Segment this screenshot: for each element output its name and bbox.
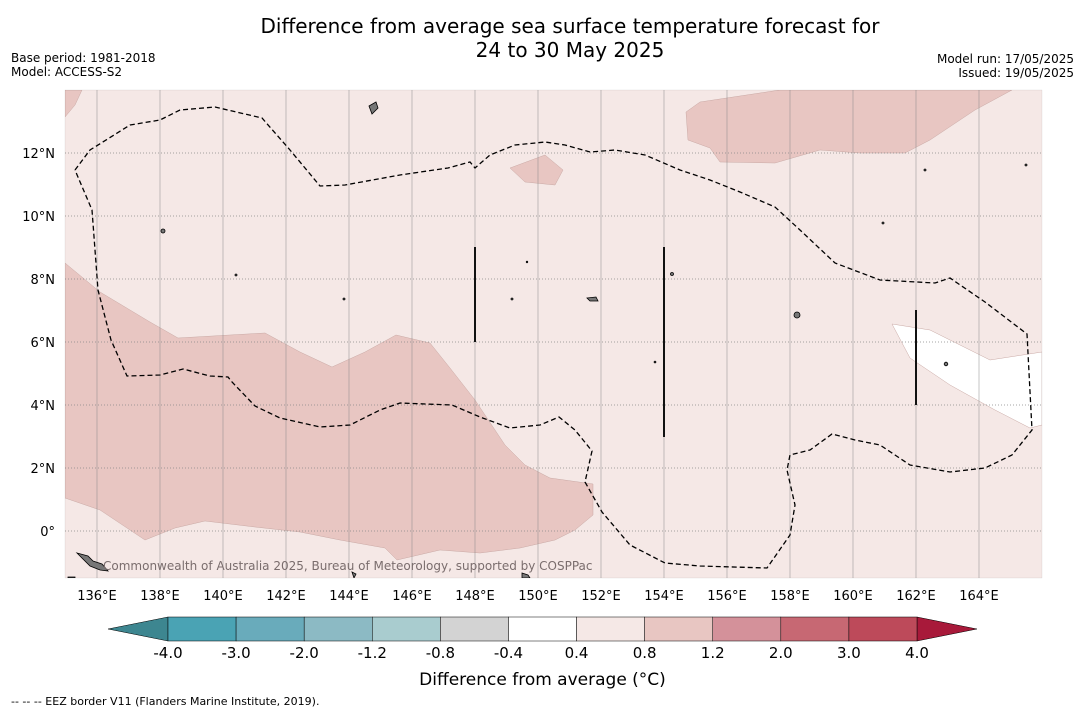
colorbar-tick: -1.2	[358, 644, 387, 662]
neutral-region	[891, 323, 1042, 429]
issued-date: Issued: 19/05/2025	[958, 66, 1074, 80]
title-line-1: Difference from average sea surface temp…	[260, 14, 880, 38]
warm-patch-small	[509, 154, 564, 186]
lon-tick: 152°E	[581, 589, 621, 604]
model-name: Model: ACCESS-S2	[11, 65, 123, 79]
lon-tick: 164°E	[959, 589, 999, 604]
colorbar-extend-low	[107, 616, 169, 642]
lon-tick: 138°E	[140, 589, 180, 604]
eez-footnote: -- -- -- EEZ border V11 (Flanders Marine…	[11, 695, 320, 708]
model-info: Base period: 1981-2018 Model: ACCESS-S2	[11, 51, 156, 79]
colorbar-segment	[508, 616, 577, 642]
lat-tick: 4°N	[31, 399, 56, 414]
lon-tick: 140°E	[203, 589, 243, 604]
model-run: Model run: 17/05/2025	[936, 52, 1074, 66]
longitude-labels: 136°E 138°E 140°E 142°E 144°E 146°E 148°…	[77, 589, 999, 604]
colorbar-segment	[440, 616, 509, 642]
colorbar-tick: 1.2	[701, 644, 725, 662]
latitude-labels: 12°N 10°N 8°N 6°N 4°N 2°N 0°	[22, 147, 55, 540]
islands	[67, 101, 1028, 578]
lon-tick: 150°E	[518, 589, 558, 604]
lon-tick: 144°E	[329, 589, 369, 604]
title-line-2: 24 to 30 May 2025	[475, 38, 665, 62]
colorbar-segment	[167, 616, 237, 642]
base-period: Base period: 1981-2018	[11, 51, 156, 65]
colorbar-extend-high	[916, 616, 978, 642]
eez-vertical-lines	[474, 247, 917, 437]
map-title: Difference from average sea surface temp…	[0, 14, 1085, 62]
lat-tick: 0°	[40, 525, 55, 540]
lon-tick: 146°E	[392, 589, 432, 604]
lat-tick: 12°N	[22, 147, 55, 162]
lon-tick: 154°E	[644, 589, 684, 604]
colorbar-tick: 4.0	[905, 644, 929, 662]
lon-tick: 160°E	[833, 589, 873, 604]
colorbar-tick: 0.8	[633, 644, 657, 662]
colorbar-label: Difference from average (°C)	[419, 670, 666, 690]
colorbar-tick: 0.4	[565, 644, 589, 662]
warm-region-south	[65, 262, 594, 561]
latitude-gridlines	[65, 152, 1042, 532]
colorbar-segment	[848, 616, 918, 642]
lat-tick: 8°N	[31, 273, 56, 288]
lon-tick: 162°E	[896, 589, 936, 604]
colorbar-segment	[644, 616, 713, 642]
lat-tick: 10°N	[22, 210, 55, 225]
colorbar-tick: -0.4	[494, 644, 523, 662]
colorbar-segment	[303, 616, 373, 642]
colorbar-tick: 3.0	[837, 644, 861, 662]
lon-tick: 142°E	[266, 589, 306, 604]
colorbar-segment	[235, 616, 305, 642]
warm-corner-nw	[65, 90, 83, 118]
colorbar-segment	[372, 616, 441, 642]
attribution: Commonwealth of Australia 2025, Bureau o…	[103, 559, 593, 573]
colorbar-segment	[780, 616, 850, 642]
warm-region-north	[685, 90, 1013, 164]
colorbar-segment	[576, 616, 645, 642]
colorbar-tick: -4.0	[153, 644, 182, 662]
lon-tick: 148°E	[455, 589, 495, 604]
colorbar-tick: -2.0	[290, 644, 319, 662]
lon-tick: 136°E	[77, 589, 117, 604]
longitude-gridlines	[96, 90, 980, 578]
colorbar: -4.0 -3.0 -2.0 -1.2 -0.8 -0.4 0.4 0.8 1.2 2.0 3.0 4…	[107, 616, 978, 662]
colorbar-segment	[712, 616, 782, 642]
run-info: Model run: 17/05/2025 Issued: 19/05/2025	[937, 52, 1074, 80]
lat-tick: 2°N	[31, 462, 56, 477]
lat-tick: 6°N	[31, 336, 56, 351]
colorbar-tick: -0.8	[426, 644, 455, 662]
colorbar-tick: 2.0	[769, 644, 793, 662]
colorbar-tick: -3.0	[221, 644, 250, 662]
eez-border-north	[74, 106, 1033, 569]
lon-tick: 158°E	[770, 589, 810, 604]
lon-tick: 156°E	[707, 589, 747, 604]
